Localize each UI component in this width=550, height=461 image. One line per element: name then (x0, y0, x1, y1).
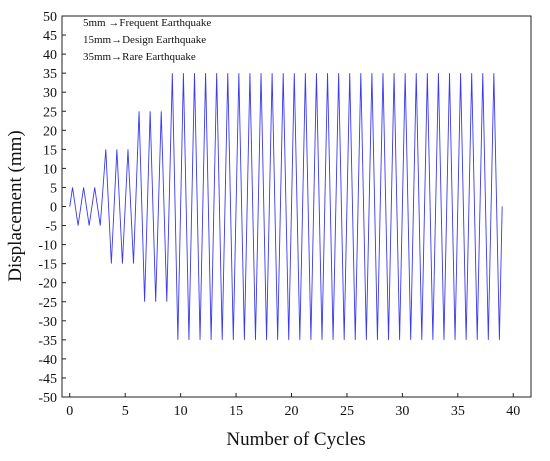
legend-notes: 5mm →Frequent Earthquake 15mm→Design Ear… (83, 17, 211, 63)
y-tick-label: 35 (43, 67, 57, 82)
y-tick-label: -50 (38, 391, 57, 406)
x-tick-label: 15 (229, 404, 243, 419)
x-axis: 0 5 10 15 20 25 30 35 40 (66, 393, 520, 419)
x-tick-label: 30 (395, 404, 409, 419)
y-tick-label: 20 (43, 124, 57, 139)
x-tick-label: 20 (285, 404, 299, 419)
y-tick-label: -5 (45, 220, 57, 235)
annotation-design: 15mm→Design Earthquake (83, 34, 206, 46)
x-tick-label: 5 (122, 404, 129, 419)
y-tick-label: 0 (50, 201, 57, 216)
y-tick-label: 15 (43, 143, 57, 158)
y-tick-label: 40 (43, 48, 57, 63)
x-tick-label: 0 (66, 404, 73, 419)
y-tick-label: 10 (43, 162, 57, 177)
y-tick-label: 50 (43, 10, 57, 25)
y-axis: 50454035302520151050-5-10-15-20-25-30-35… (38, 10, 66, 406)
x-tick-label: 25 (340, 404, 354, 419)
series-layer (69, 73, 503, 340)
y-tick-label: -40 (38, 353, 57, 368)
x-tick-label: 10 (174, 404, 188, 419)
x-tick-label: 35 (451, 404, 465, 419)
y-tick-label: 45 (43, 29, 57, 44)
y-tick-label: 30 (43, 86, 57, 101)
annotation-frequent: 5mm →Frequent Earthquake (83, 17, 211, 29)
y-tick-label: 25 (43, 105, 57, 120)
y-tick-label: 5 (50, 181, 57, 196)
y-tick-label: -35 (38, 334, 57, 349)
annotation-rare: 35mm→Rare Earthquake (83, 51, 196, 63)
y-tick-label: -10 (38, 239, 57, 254)
y-tick-label: -25 (38, 296, 57, 311)
y-tick-label: -30 (38, 315, 57, 330)
y-tick-label: -20 (38, 277, 57, 292)
y-tick-label: -45 (38, 372, 57, 387)
x-axis-title: Number of Cycles (226, 429, 365, 450)
x-tick-label: 40 (506, 404, 520, 419)
series-line-0 (69, 73, 503, 340)
y-tick-label: -15 (38, 258, 57, 273)
y-axis-title: Displacement (mm) (5, 130, 26, 281)
